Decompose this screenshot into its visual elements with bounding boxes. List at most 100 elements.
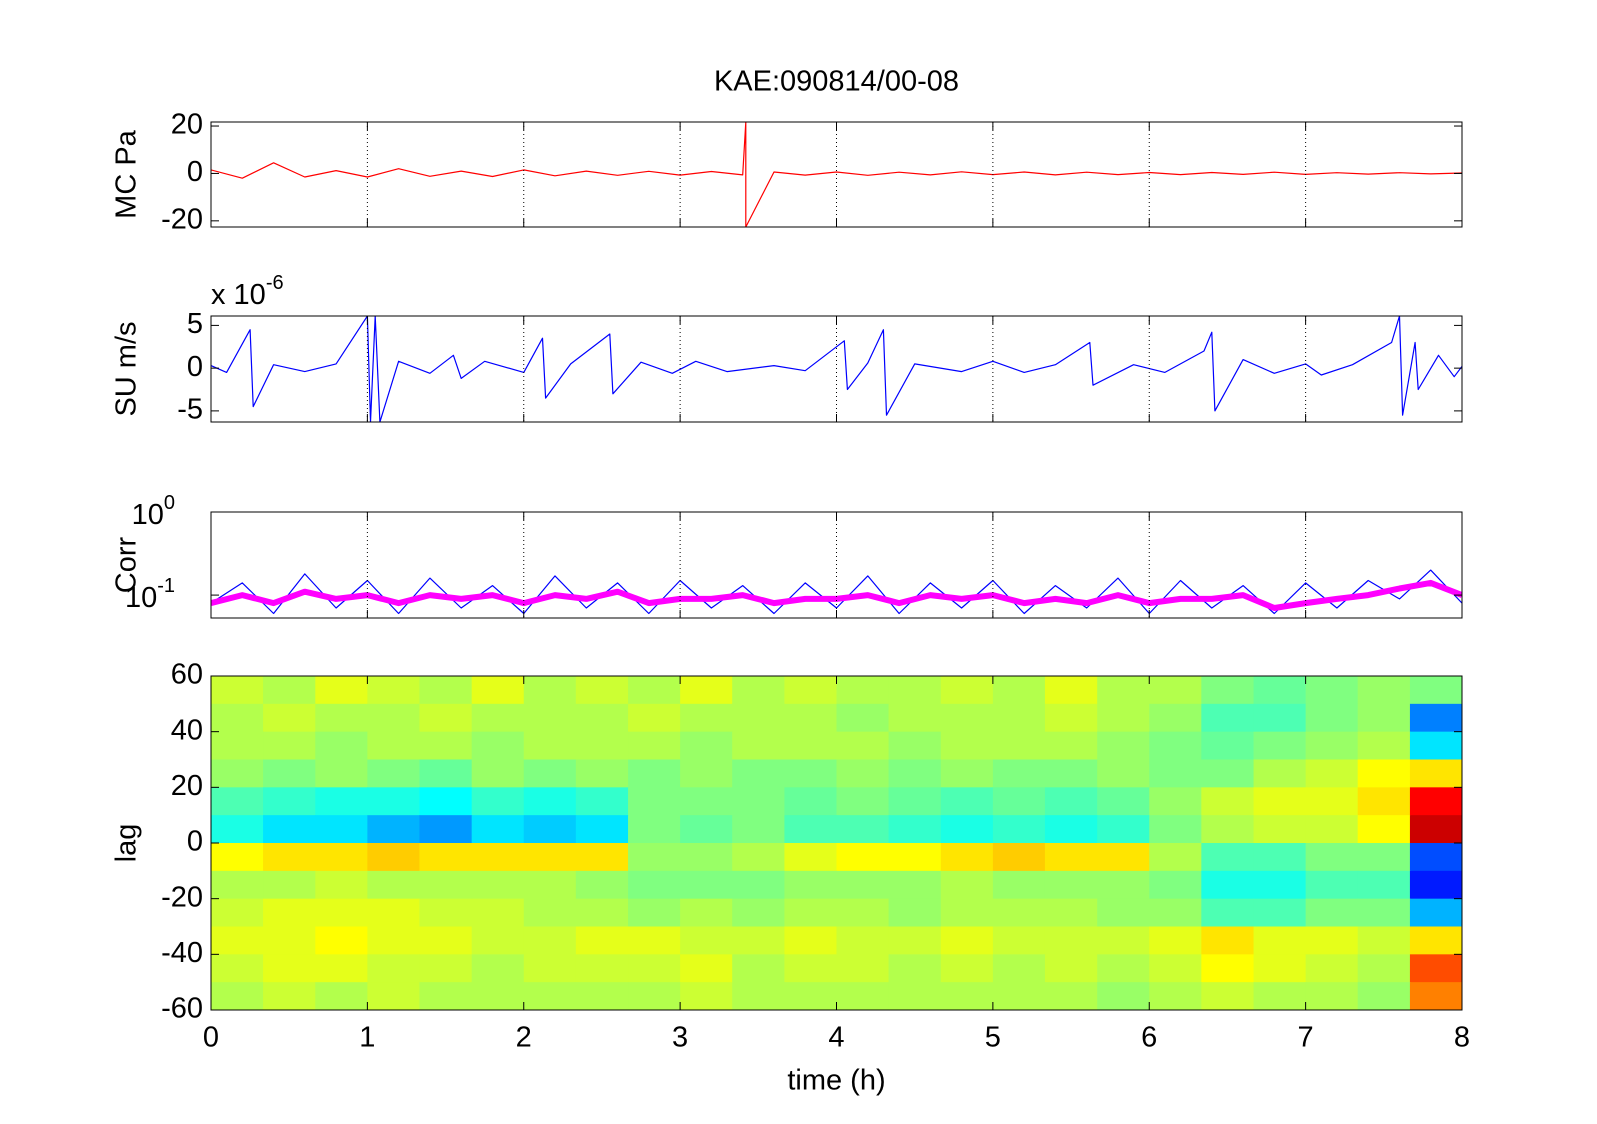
heat-cell (315, 815, 368, 844)
heat-cell (1409, 787, 1462, 816)
heat-cell (1357, 731, 1411, 761)
heat-cell (211, 787, 264, 816)
heat-cell (263, 898, 316, 928)
heat-cell (1097, 898, 1150, 928)
heat-cell (575, 815, 629, 844)
x-tick-label: 0 (203, 1022, 219, 1054)
axes-frame (210, 315, 1463, 423)
heat-cell (784, 731, 838, 761)
heat-cell (680, 731, 733, 761)
heat-cell (1097, 759, 1150, 788)
heat-cell (1201, 787, 1255, 816)
heat-cell (575, 731, 629, 761)
heat-cell (836, 815, 890, 844)
x-tick-label: 4 (828, 1022, 844, 1054)
data-line (211, 316, 1462, 422)
heat-cell (732, 843, 786, 872)
heat-cell (367, 926, 421, 955)
heat-cell (940, 815, 994, 844)
heat-cell (1357, 676, 1411, 705)
heat-cell (940, 870, 994, 900)
heat-cell (315, 898, 368, 928)
y-tick-label: -5 (177, 394, 203, 426)
y-tick-label: 40 (171, 714, 203, 746)
heat-cell (1044, 815, 1098, 844)
y-tick-label: -60 (161, 993, 203, 1025)
heat-cell (419, 759, 473, 788)
heat-cell (628, 703, 681, 733)
heat-cell (680, 843, 733, 872)
y-tick-label: 0 (187, 156, 203, 188)
heat-cell (523, 926, 577, 955)
heat-cell (940, 982, 994, 1010)
heat-cell (1149, 843, 1202, 872)
heat-cell (1097, 954, 1150, 983)
axes-frame (210, 511, 1463, 619)
heat-cell (523, 703, 577, 733)
plot-area (211, 122, 1462, 227)
heat-cell (471, 982, 525, 1010)
heat-cell (419, 676, 473, 705)
y-tick-label-base: 10 (125, 582, 157, 614)
heat-cell (732, 731, 786, 761)
heat-cell (1097, 815, 1150, 844)
heat-cell (732, 676, 786, 705)
heat-cell (888, 731, 942, 761)
heat-cell (888, 815, 942, 844)
x-tick-label: 1 (359, 1022, 375, 1054)
heat-cell (315, 982, 368, 1010)
x-tick-label: 7 (1298, 1022, 1314, 1054)
heat-cell (367, 870, 421, 900)
heat-cell (784, 926, 838, 955)
heat-cell (315, 703, 368, 733)
heat-cell (263, 759, 316, 788)
heat-cell (1149, 787, 1202, 816)
x-axis-label: time (h) (787, 1065, 885, 1097)
heat-cell (1253, 954, 1307, 983)
y-tick-label: 5 (187, 308, 203, 340)
heat-cell (471, 787, 525, 816)
heat-cell (419, 926, 473, 955)
heat-cell (1305, 703, 1359, 733)
heat-cell (836, 759, 890, 788)
heat-cell (211, 982, 264, 1010)
heat-cell (784, 787, 838, 816)
heat-cell (888, 982, 942, 1010)
heat-cell (680, 787, 733, 816)
heat-cell (1409, 815, 1462, 844)
heat-cell (575, 759, 629, 788)
heat-cell (1044, 926, 1098, 955)
heat-cell (628, 787, 681, 816)
x-tick-label: 3 (672, 1022, 688, 1054)
heat-cell (628, 926, 681, 955)
heat-cell (1097, 703, 1150, 733)
heat-cell (471, 759, 525, 788)
heat-cell (471, 954, 525, 983)
chart-title: KAE:090814/00-08 (714, 66, 959, 98)
heat-cell (1253, 676, 1307, 705)
heat-cell (1253, 898, 1307, 928)
heat-cell (1357, 982, 1411, 1010)
heat-cell (1409, 926, 1462, 955)
heat-cell (888, 703, 942, 733)
axes-frame (210, 675, 1463, 1011)
heat-cell (680, 982, 733, 1010)
heat-cell (940, 843, 994, 872)
heat-cell (263, 703, 316, 733)
heat-cell (784, 898, 838, 928)
data-line (211, 579, 1462, 611)
heat-cell (1357, 703, 1411, 733)
heat-cell (1409, 898, 1462, 928)
heat-cell (367, 703, 421, 733)
heat-cell (836, 982, 890, 1010)
heat-cell (1201, 870, 1255, 900)
y-tick-label: 0 (187, 826, 203, 858)
heat-cell (680, 870, 733, 900)
heat-cell (732, 759, 786, 788)
heat-cell (1201, 703, 1255, 733)
heat-cell (836, 787, 890, 816)
y-tick-label: -20 (161, 881, 203, 913)
heat-cell (940, 926, 994, 955)
heat-cell (1253, 815, 1307, 844)
heat-cell (784, 703, 838, 733)
